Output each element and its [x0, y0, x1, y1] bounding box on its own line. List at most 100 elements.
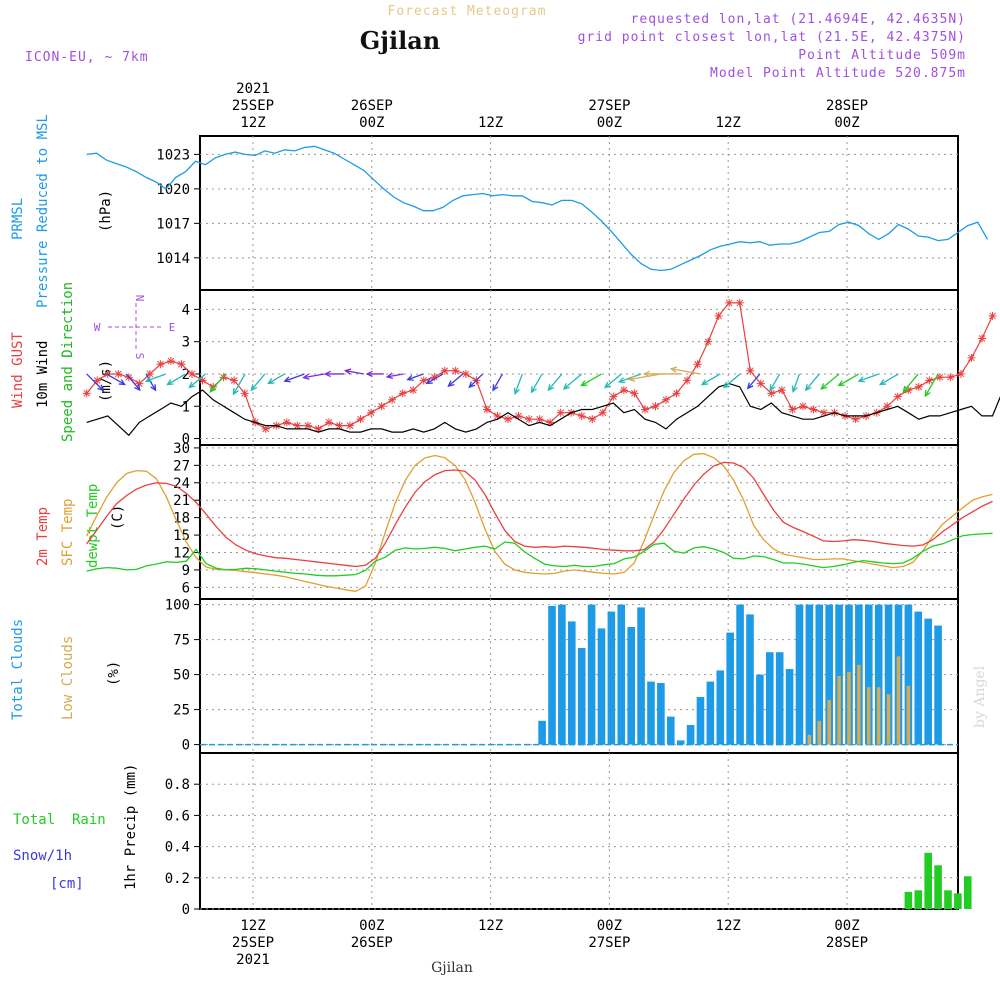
gust-marker [419, 376, 428, 385]
gust-marker [893, 392, 902, 401]
top-time-label: 25SEP [232, 98, 274, 114]
y-tick-label: 1014 [156, 251, 190, 267]
rain-bar [904, 891, 913, 909]
top-time-label: 26SEP [351, 98, 393, 114]
top-time-label: 28SEP [826, 98, 868, 114]
gust-marker [377, 402, 386, 411]
gust-marker [651, 402, 660, 411]
low-cloud-bar [906, 685, 911, 745]
gust-marker [440, 366, 449, 375]
t2m-label: 2m Temp [35, 507, 51, 566]
gust-marker [493, 411, 502, 420]
gust-marker [777, 386, 786, 395]
wind-arrow [385, 372, 404, 380]
model-label: ICON-EU, ~ 7km [25, 50, 149, 65]
wind-arrow [365, 370, 384, 378]
gust-marker [925, 376, 934, 385]
wind-arrow [627, 373, 661, 382]
gust-marker [977, 334, 986, 343]
wind-panel-labels: Wind GUST 10m Wind Speed and Direction (… [10, 282, 175, 442]
wind-arrow [144, 373, 167, 383]
y-tick-label: 6 [182, 580, 190, 596]
gust-marker [914, 382, 923, 391]
gust-marker [672, 389, 681, 398]
wind-arrow [746, 373, 761, 390]
wind-gust-label: Wind GUST [10, 332, 26, 408]
y-tick-label: 1017 [156, 216, 190, 232]
gust-marker [756, 379, 765, 388]
total-cloud-bar [934, 625, 942, 745]
gust-marker [746, 366, 755, 375]
y-tick-label: 0.4 [165, 840, 190, 856]
pressure-msl-label: Pressure Reduced to MSL [35, 114, 51, 308]
gust-marker [988, 311, 997, 320]
pressure-panel-labels: PRMSL Pressure Reduced to MSL (hPa) [10, 114, 114, 308]
total-cloud-bar [696, 697, 705, 745]
wind-arrow [820, 373, 840, 390]
gust-marker [619, 386, 628, 395]
top-time-label: 12Z [478, 115, 503, 131]
wind-arrow [837, 373, 860, 387]
total-cloud-bar [864, 604, 873, 745]
wind-arrow [513, 373, 523, 396]
total-cloud-bar [904, 604, 913, 745]
gust-marker [261, 424, 270, 433]
gust-marker [556, 408, 565, 417]
gust-marker [588, 415, 597, 424]
gust-marker [482, 405, 491, 414]
footer-location: Gjilan [431, 960, 473, 976]
top-time-label: 27SEP [588, 98, 630, 114]
low-cloud-bar [847, 671, 851, 745]
wind-arrow [188, 373, 206, 389]
gust-marker [967, 353, 976, 362]
total-cloud-bar [577, 648, 586, 745]
model-altitude: Model Point Altitude 520.875m [710, 66, 966, 81]
total-cloud-bar [825, 604, 833, 745]
low-cloud-bar [827, 699, 831, 745]
total-cloud-bar [597, 628, 606, 745]
panel-frames [199, 135, 959, 910]
chart-title: Forecast Meteogram [388, 4, 547, 19]
wind-arrow [302, 373, 325, 380]
total-cloud-bar [815, 604, 824, 745]
gust-marker [93, 376, 102, 385]
pressure-line [86, 145, 989, 272]
wind-arrow [604, 373, 622, 389]
wind-arrow [642, 370, 681, 378]
y-tick-label: 0 [182, 902, 190, 918]
gust-marker [820, 408, 828, 417]
gust-marker [303, 421, 312, 430]
gust-marker [504, 415, 513, 424]
rain-bar [924, 852, 932, 909]
gust-marker [704, 337, 713, 346]
wind-arrow [804, 373, 820, 392]
y-tick-label: 0 [182, 738, 190, 754]
gust-marker [535, 415, 544, 424]
total-cloud-bar [736, 604, 744, 745]
gust-marker [156, 360, 165, 369]
gust-marker [798, 402, 807, 411]
total-cloud-bar [676, 740, 685, 745]
gust-marker [388, 395, 397, 404]
wind-arrow [492, 373, 504, 392]
gust-marker [935, 373, 944, 382]
gust-marker [114, 369, 123, 378]
y-tick-label: 1023 [156, 147, 190, 163]
y-tick-label: 30 [173, 441, 190, 457]
total-cloud-bar [785, 669, 794, 745]
gust-marker [788, 405, 797, 414]
location-title: Gjilan [360, 26, 440, 55]
total-cloud-bar [775, 652, 784, 745]
total-cloud-bar [657, 683, 665, 745]
grid-lines [200, 136, 958, 910]
gust-marker [525, 415, 534, 424]
gust-marker [409, 386, 418, 395]
gust-marker [883, 402, 892, 411]
rain-bar [963, 876, 972, 909]
gust-marker [946, 373, 955, 382]
gust-marker [714, 311, 723, 320]
total-cloud-bar [567, 621, 576, 745]
compass-s: S [133, 353, 146, 360]
cloud-panel-labels: Total Clouds Low Clouds (%) by Angel [10, 619, 988, 728]
